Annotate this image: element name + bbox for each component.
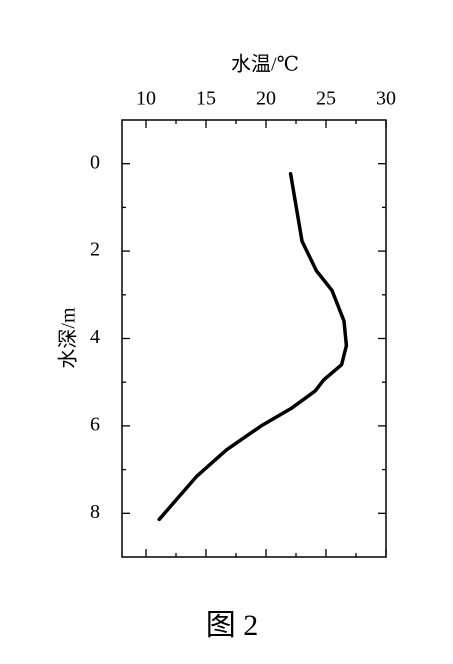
x-axis-title: 水温/℃ (231, 53, 299, 76)
x-tick-label: 20 (256, 88, 276, 110)
x-tick-label: 30 (376, 88, 396, 110)
y-tick-label: 8 (90, 501, 100, 523)
x-tick-label: 15 (196, 88, 216, 110)
y-tick-label: 2 (90, 239, 100, 261)
y-tick-label: 0 (90, 151, 100, 173)
caption: 图 2 (206, 609, 259, 642)
y-axis-title: 水深/m (57, 307, 80, 369)
x-tick-label: 25 (316, 88, 336, 110)
y-tick-label: 4 (90, 326, 100, 348)
y-tick-label: 6 (90, 413, 100, 435)
data-line (157, 172, 349, 522)
x-tick-label: 10 (136, 88, 156, 110)
